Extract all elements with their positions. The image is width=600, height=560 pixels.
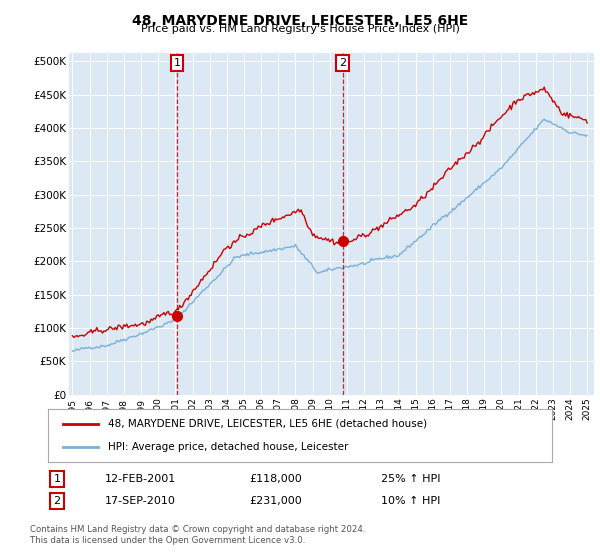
Text: 1: 1	[173, 58, 181, 68]
Text: £231,000: £231,000	[249, 496, 302, 506]
Text: 2: 2	[53, 496, 61, 506]
Text: HPI: Average price, detached house, Leicester: HPI: Average price, detached house, Leic…	[109, 442, 349, 452]
Text: 1: 1	[53, 474, 61, 484]
Text: 2: 2	[339, 58, 346, 68]
Text: 25% ↑ HPI: 25% ↑ HPI	[381, 474, 440, 484]
Text: 10% ↑ HPI: 10% ↑ HPI	[381, 496, 440, 506]
Text: 17-SEP-2010: 17-SEP-2010	[105, 496, 176, 506]
Text: 12-FEB-2001: 12-FEB-2001	[105, 474, 176, 484]
Text: £118,000: £118,000	[249, 474, 302, 484]
Text: 48, MARYDENE DRIVE, LEICESTER, LE5 6HE (detached house): 48, MARYDENE DRIVE, LEICESTER, LE5 6HE (…	[109, 419, 428, 429]
Text: 48, MARYDENE DRIVE, LEICESTER, LE5 6HE: 48, MARYDENE DRIVE, LEICESTER, LE5 6HE	[132, 14, 468, 28]
Text: Contains HM Land Registry data © Crown copyright and database right 2024.
This d: Contains HM Land Registry data © Crown c…	[30, 525, 365, 545]
Text: Price paid vs. HM Land Registry's House Price Index (HPI): Price paid vs. HM Land Registry's House …	[140, 24, 460, 34]
